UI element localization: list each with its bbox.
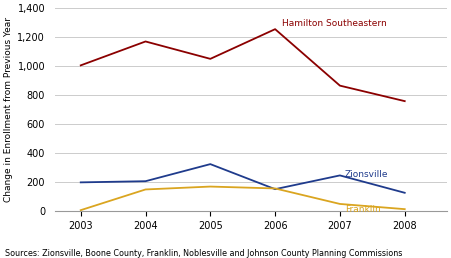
Text: Hamilton Southeastern: Hamilton Southeastern	[281, 19, 387, 28]
Y-axis label: Change in Enrollment from Previous Year: Change in Enrollment from Previous Year	[4, 17, 13, 202]
Text: Zionsville: Zionsville	[345, 170, 389, 179]
Text: Franklin: Franklin	[345, 205, 381, 214]
Text: Sources: Zionsville, Boone County, Franklin, Noblesville and Johnson County Plan: Sources: Zionsville, Boone County, Frank…	[5, 249, 402, 258]
